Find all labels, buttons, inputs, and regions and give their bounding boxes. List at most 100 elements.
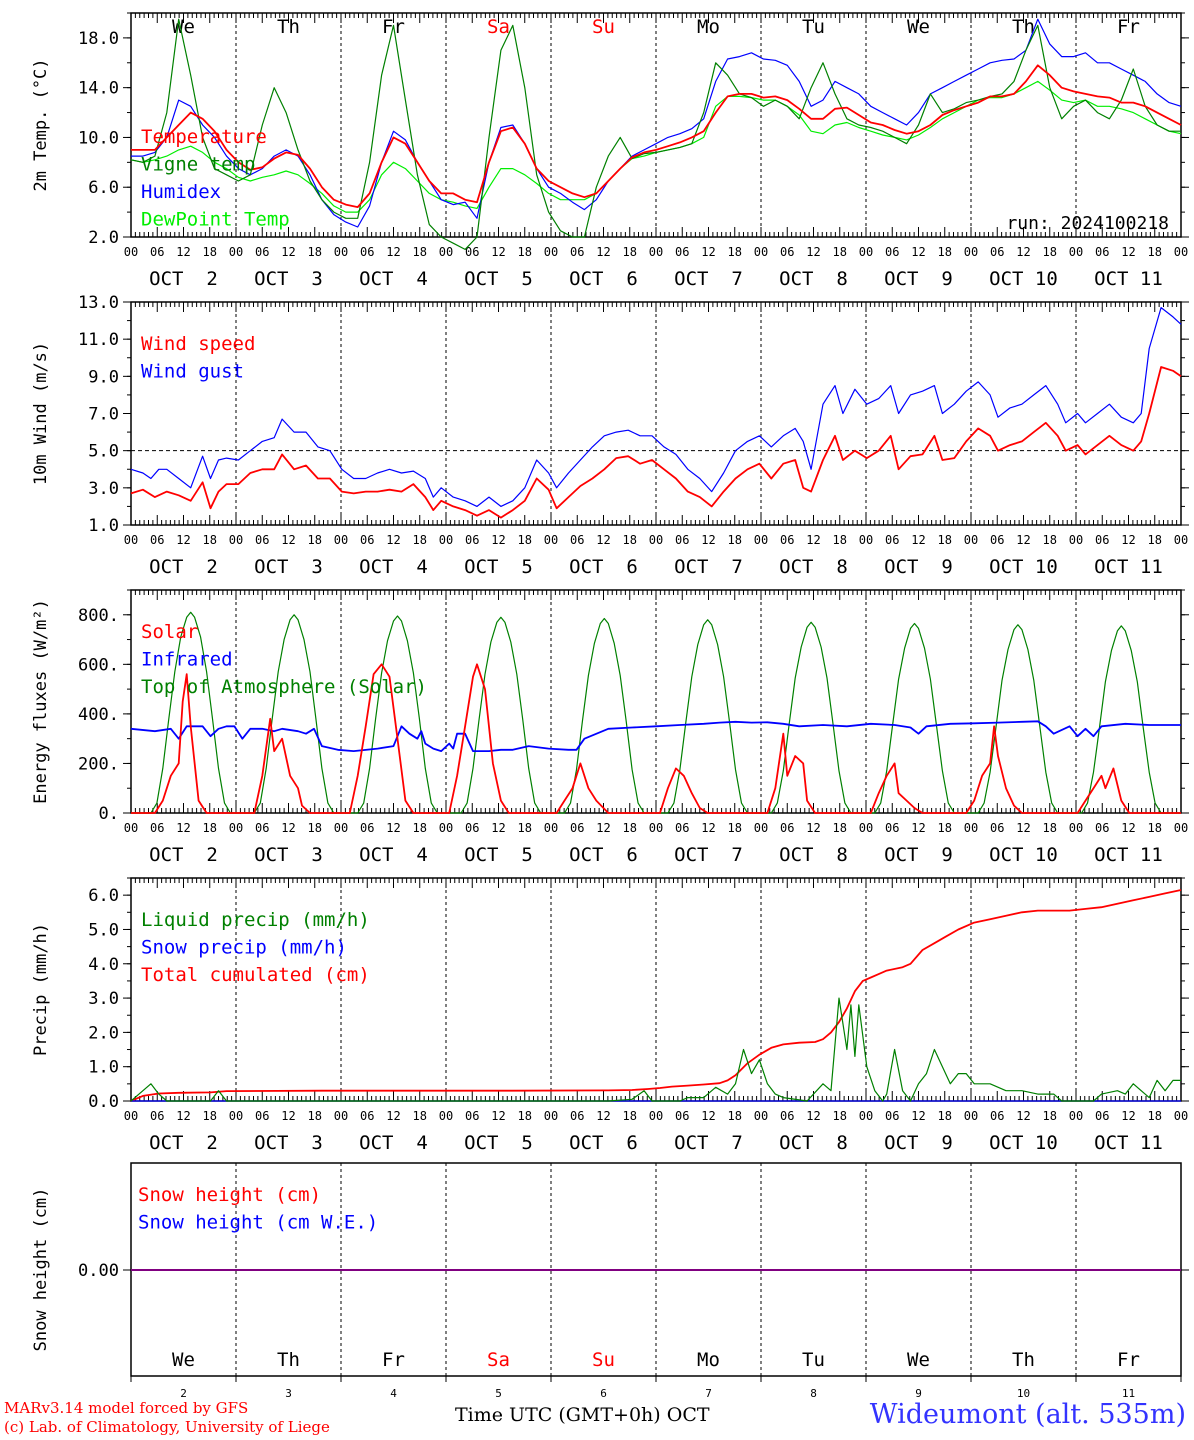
hour-tick-label: 18 [203,533,217,547]
day-number-label: 11 [1122,1387,1135,1400]
hour-tick-label: 18 [308,245,322,259]
date-label: OCT 11 [1094,268,1163,290]
hour-tick-label: 12 [491,245,505,259]
y-axis-label: Precip (mm/h) [31,923,51,1056]
hour-tick-label: 06 [465,245,479,259]
hour-tick-label: 00 [754,533,768,547]
hour-tick-label: 12 [806,245,820,259]
hour-tick-label: 00 [649,245,663,259]
date-label: OCT 5 [464,268,533,290]
hour-tick-label: 06 [255,1109,269,1123]
hour-tick-label: 06 [150,245,164,259]
weekday-label: Sa [487,16,510,38]
date-label: OCT 9 [884,1132,953,1154]
weekday-label: Th [1012,1349,1035,1371]
series-line [131,663,1181,814]
plot-frame [130,301,1182,526]
y-axis-label: 10m Wind (m/s) [31,342,51,485]
date-label: OCT 4 [359,844,428,866]
legend-entry: Total cumulated (cm) [141,964,370,986]
hour-tick-label: 18 [1148,821,1162,835]
weekday-label: We [172,16,195,38]
hour-tick-label: 00 [439,245,453,259]
hour-tick-label: 12 [701,245,715,259]
y-tick-label: 7.0 [88,405,119,425]
date-label: OCT 10 [989,844,1058,866]
hour-tick-label: 06 [255,245,269,259]
hour-tick-label: 12 [596,245,610,259]
date-label: OCT 8 [779,268,848,290]
hour-tick-label: 00 [649,533,663,547]
weekday-label: We [907,1349,930,1371]
hour-tick-label: 00 [124,533,138,547]
date-label: OCT 6 [569,556,638,578]
credit-line-2: (c) Lab. of Climatology, University of L… [4,1418,330,1436]
hour-tick-label: 12 [911,245,925,259]
y-tick-label: 0.0 [88,1092,119,1112]
date-label: OCT 2 [149,844,218,866]
hour-tick-label: 18 [203,1109,217,1123]
hour-tick-label: 00 [544,1109,558,1123]
date-label: OCT 6 [569,268,638,290]
hour-tick-label: 06 [675,1109,689,1123]
series-line [130,889,1182,1102]
date-label: OCT 3 [254,1132,323,1154]
hour-tick-label: 06 [675,533,689,547]
day-number-label: 3 [285,1387,292,1400]
hour-tick-label: 18 [413,821,427,835]
weekday-label: Mo [697,16,720,38]
date-label: OCT 3 [254,556,323,578]
hour-tick-label: 06 [675,821,689,835]
hour-tick-label: 18 [518,1109,532,1123]
hour-tick-label: 18 [833,533,847,547]
time-axis-label: Time UTC (GMT+0h) OCT [455,1404,710,1426]
hour-tick-label: 00 [1174,821,1188,835]
hour-tick-label: 06 [255,821,269,835]
legend-entry: DewPoint Temp [141,209,290,231]
hour-tick-label: 06 [885,245,899,259]
date-label: OCT 5 [464,1132,533,1154]
panel-2: 00 06 12 18 00 06 12 18 00 06 12 18 00 06 12 18 00 06 12 18… [31,293,1189,578]
hour-tick-label: 00 [964,821,978,835]
hour-tick-label: 12 [1016,1109,1030,1123]
series-line [130,997,1181,1102]
hour-tick-label: 00 [124,821,138,835]
hour-tick-label: 18 [938,533,952,547]
hour-tick-label: 12 [911,533,925,547]
hour-tick-label: 18 [623,1109,637,1123]
hour-tick-label: 00 [439,1109,453,1123]
hour-tick-label: 18 [308,1109,322,1123]
date-label: OCT 11 [1094,1132,1163,1154]
hour-tick-label: 00 [544,245,558,259]
hour-tick-label: 18 [833,245,847,259]
hour-tick-label: 12 [491,533,505,547]
date-label: OCT 9 [884,268,953,290]
hour-tick-label: 06 [570,821,584,835]
hour-tick-label: 00 [1174,245,1188,259]
y-tick-label: 6.0 [88,886,119,906]
date-label: OCT 8 [779,1132,848,1154]
date-label: OCT 7 [674,268,743,290]
hour-tick-label: 06 [885,1109,899,1123]
credit-line-1: MARv3.14 model forced by GFS [4,1399,249,1417]
hour-tick-label: 12 [176,1109,190,1123]
hour-tick-label: 12 [386,821,400,835]
legend-entry: Top of Atmosphere (Solar) [141,676,427,698]
hour-tick-label: 00 [859,1109,873,1123]
y-tick-label: 6.0 [88,178,119,198]
hour-tick-label: 12 [806,1109,820,1123]
hour-tick-label: 12 [806,533,820,547]
legend-entry: Snow height (cm) [138,1184,321,1206]
weekday-label: Su [592,16,615,38]
weekday-label: Th [1012,16,1035,38]
y-axis-label: 2m Temp. (°C) [31,58,51,191]
hour-tick-label: 12 [176,821,190,835]
station-label: Wideumont (alt. 535m) [869,1399,1186,1430]
hour-tick-label: 18 [308,821,322,835]
hour-tick-label: 06 [360,821,374,835]
legend-entry: Vigne temp [141,154,255,176]
date-label: OCT 5 [464,844,533,866]
date-label: OCT 6 [569,1132,638,1154]
hour-tick-label: 06 [465,533,479,547]
weekday-label: Th [277,1349,300,1371]
